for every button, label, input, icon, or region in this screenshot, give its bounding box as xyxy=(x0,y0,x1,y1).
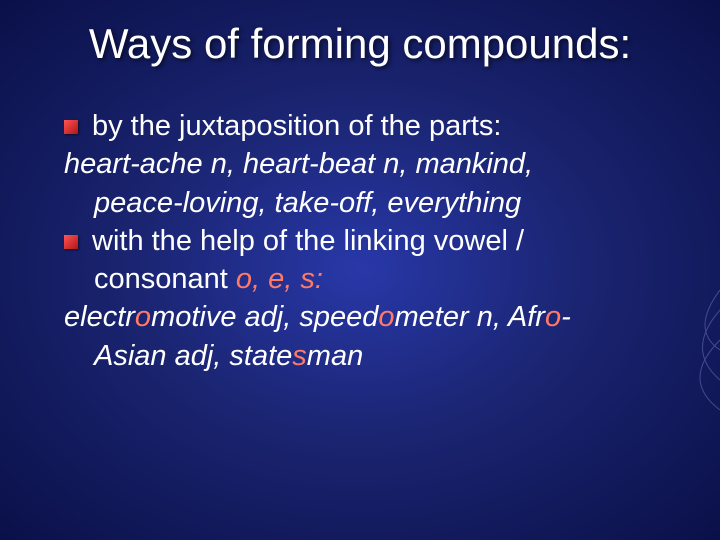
ex2-l2-c: man xyxy=(307,340,363,372)
slide: Ways of forming compounds: by the juxtap… xyxy=(0,0,720,540)
ex2-l1-f: o xyxy=(545,301,561,333)
ex2-l1-g: - xyxy=(561,301,571,333)
slide-body: by the juxtaposition of the parts: heart… xyxy=(36,108,684,374)
bullet-item-1: by the juxtaposition of the parts: xyxy=(64,108,684,144)
example-2-line-2: Asian adj, statesman xyxy=(94,338,684,374)
ex2-l1-d: o xyxy=(378,301,394,333)
bullet-2-line-2: consonant o, e, s: xyxy=(94,261,684,297)
bullet-1-text: by the juxtaposition of the parts: xyxy=(92,108,501,144)
example-1-line-1: heart-ache n, heart-beat n, mankind, xyxy=(64,146,684,182)
bullet-2-line-2-pre: consonant xyxy=(94,263,236,295)
bullet-2-accent: o, e, s: xyxy=(236,263,323,295)
ex2-l2-a: Asian adj, state xyxy=(94,340,292,372)
ex2-l2-b: s xyxy=(292,340,307,372)
example-1-line-2: peace-loving, take-off, everything xyxy=(94,185,684,221)
bullet-2-line-1: with the help of the linking vowel / xyxy=(92,223,524,259)
ex2-l1-a: electr xyxy=(64,301,135,333)
bullet-icon xyxy=(64,120,78,134)
ex2-l1-c: motive adj, speed xyxy=(151,301,378,333)
ex2-l1-b: o xyxy=(135,301,151,333)
bullet-item-2: with the help of the linking vowel / xyxy=(64,223,684,259)
bullet-icon xyxy=(64,235,78,249)
ex2-l1-e: meter n, Afr xyxy=(395,301,545,333)
slide-title: Ways of forming compounds: xyxy=(36,20,684,68)
example-2-line-1: electromotive adj, speedometer n, Afro- xyxy=(64,299,684,335)
